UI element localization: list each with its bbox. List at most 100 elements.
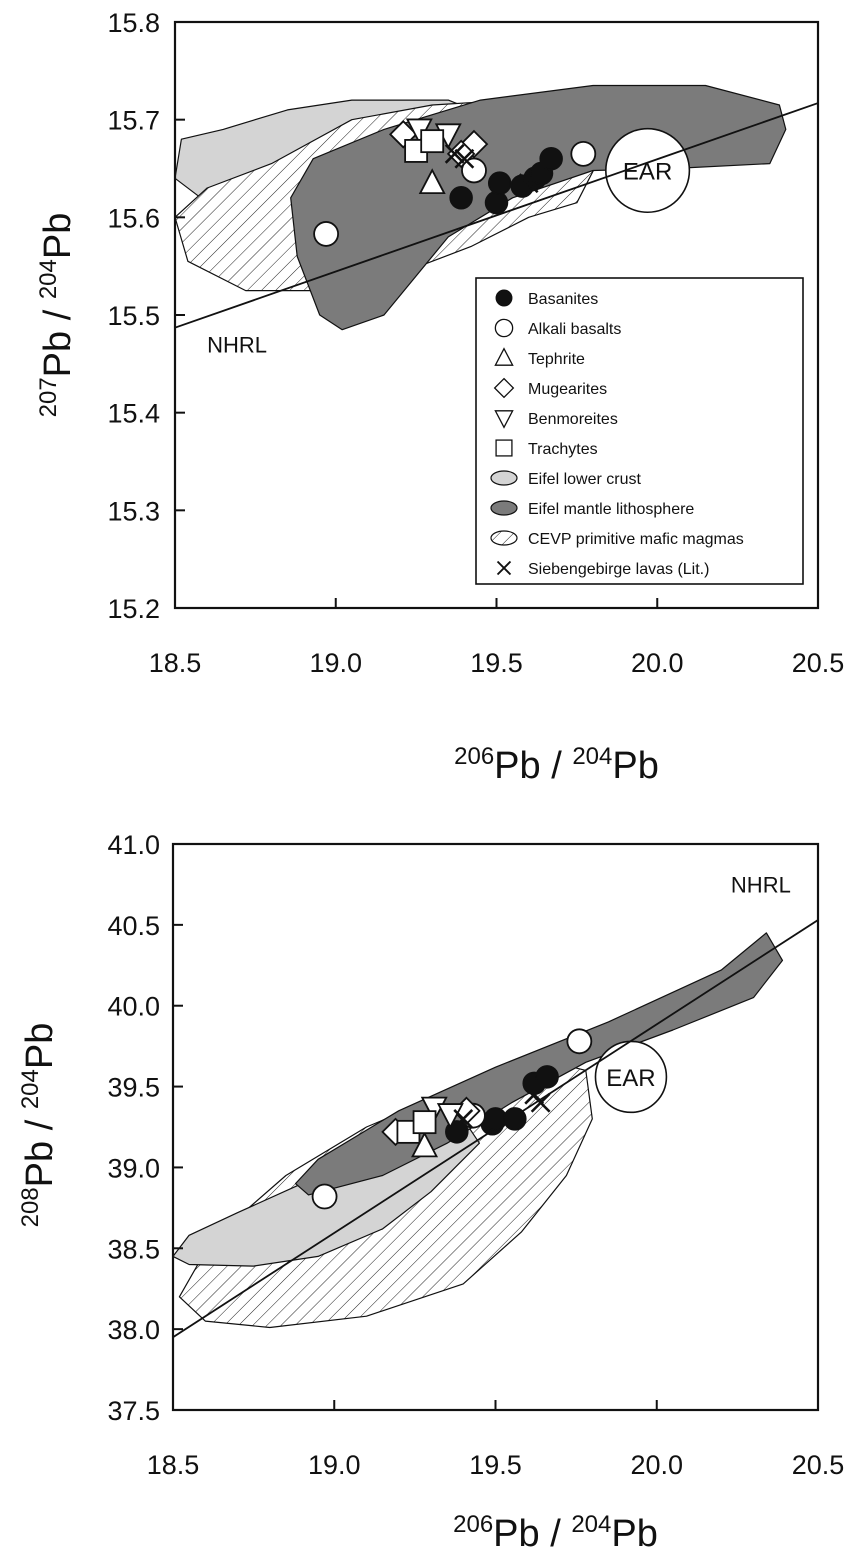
legend-trachytes-swatch (495, 439, 513, 457)
bottom-point-alkali-basalts-2 (566, 1028, 593, 1055)
top-point-tephrite-0 (418, 168, 446, 195)
legend-eifel-lower-crust-label: Eifel lower crust (528, 471, 641, 488)
top-y-tick-label-1: 15.3 (107, 496, 160, 526)
top-y-tick-label-0: 15.2 (107, 594, 160, 624)
top-point-basanites-2 (487, 171, 512, 195)
top-plot-area (175, 84, 818, 331)
bottom-y-axis-title-part-3: Pb (19, 1023, 61, 1069)
bottom-y-axis-title-part-2: 204 (17, 1069, 44, 1109)
bottom-plot-area (173, 919, 818, 1338)
bottom-y-tick-label-4: 39.5 (107, 1073, 160, 1103)
top-x-tick-label-1: 19.0 (309, 648, 362, 678)
bottom-y-tick-label-0: 37.5 (107, 1396, 160, 1426)
bottom-series-tephrite (411, 1131, 439, 1158)
bottom-y-axis-title-part-0: 208 (17, 1187, 44, 1227)
top-x-axis-title-part-2: 204 (572, 743, 612, 770)
bottom-y-tick-label-1: 38.0 (107, 1315, 160, 1345)
legend-eifel-mantle-lithosphere-swatch (490, 500, 518, 516)
bottom-x-tick-label-2: 19.5 (469, 1450, 522, 1480)
legend-siebengebirge-lavas-lit-marker (496, 560, 512, 576)
top-series-siebengebirge-lavas-lit (444, 143, 539, 194)
top-y-axis-title-part-3: Pb (37, 213, 79, 259)
legend-box (475, 277, 804, 585)
top-nhrl-label: NHRL (207, 332, 267, 357)
top-point-alkali-basalts-0 (313, 221, 340, 247)
bottom-y-tick-label-6: 40.5 (107, 911, 160, 941)
bottom-point-basanites-3 (503, 1107, 527, 1131)
bottom-point-benmoreites-1 (436, 1103, 464, 1130)
bottom-y-tick-label-3: 39.0 (107, 1153, 160, 1183)
legend-alkali-basalts-label: Alkali basalts (528, 321, 621, 338)
top-point-trachytes-1 (420, 129, 445, 154)
top-x-axis-title-part-0: 206 (454, 743, 494, 770)
bottom-x-tick-label-4: 20.5 (792, 1450, 845, 1480)
top-y-tick-label-4: 15.6 (107, 203, 160, 233)
legend-basanites-label: Basanites (528, 291, 598, 308)
top-y-tick-label-5: 15.7 (107, 106, 160, 136)
top-y-axis-title-part-2: 204 (35, 259, 62, 299)
top-x-axis-title-part-3: Pb (612, 745, 658, 787)
bottom-series-trachytes (396, 1110, 437, 1144)
bottom-x-axis-title-part-2: 204 (571, 1511, 611, 1538)
top-point-basanites-1 (484, 190, 509, 215)
bottom-point-trachytes-1 (412, 1110, 437, 1135)
legend-siebengebirge-lavas-lit-label: Siebengebirge lavas (Lit.) (528, 561, 709, 578)
bottom-series-basanites (445, 1065, 559, 1144)
plot-208pb-204pb: EAR NHRL 18.5 19.0 19.5 20.0 20.5 37.5 38.0 38.5 3… (17, 830, 845, 1550)
top-series-trachytes (404, 129, 445, 163)
legend-mugearites-marker (493, 377, 515, 399)
legend-siebengebirge-lavas-lit-swatch (496, 560, 512, 576)
bottom-point-tephrite-0 (411, 1131, 439, 1158)
top-series-basanites (449, 146, 563, 215)
top-x-tick-label-2: 19.5 (470, 648, 523, 678)
legend-mugearites-label: Mugearites (528, 381, 607, 398)
bottom-y-tick-label-2: 38.5 (107, 1234, 160, 1264)
legend-alkali-basalts-marker (494, 318, 514, 338)
bottom-y-axis-title: 208Pb / 204Pb (17, 1023, 61, 1228)
top-series-alkali-basalts (313, 140, 597, 247)
legend-eifel-lower-crust-swatch (490, 470, 518, 486)
legend-benmoreites-label: Benmoreites (528, 411, 618, 428)
top-point-siebengebirge-lavas-lit-0 (444, 143, 465, 164)
top-ear-label: EAR (623, 158, 672, 185)
bottom-point-basanites-5 (535, 1065, 559, 1089)
top-point-alkali-basalts-2 (570, 140, 597, 167)
top-y-axis-title-part-1: Pb / (37, 299, 79, 377)
top-x-tick-label-3: 20.0 (631, 648, 684, 678)
legend-cevp-primitive-mafic-magmas-label: CEVP primitive mafic magmas (528, 531, 744, 548)
top-ear-circle (605, 127, 691, 214)
top-nhrl-line (175, 102, 818, 329)
bottom-x-tick-label-0: 18.5 (147, 1450, 200, 1480)
bottom-point-alkali-basalts-0 (311, 1183, 338, 1210)
bottom-ear-label: EAR (606, 1065, 655, 1092)
legend-trachytes-marker (495, 439, 513, 457)
legend-tephrite-swatch (494, 347, 514, 366)
bottom-series-benmoreites (420, 1096, 464, 1130)
bottom-x-tick-label-3: 20.0 (630, 1450, 683, 1480)
top-point-alkali-basalts-1 (461, 157, 487, 184)
bottom-nhrl-label: NHRL (731, 872, 791, 897)
top-point-basanites-0 (449, 186, 473, 210)
bottom-x-axis-title-part-0: 206 (453, 1511, 493, 1538)
top-x-tick-label-4: 20.5 (792, 648, 845, 678)
bottom-y-tick-label-5: 40.0 (107, 992, 160, 1022)
top-y-tick-label-3: 15.5 (107, 301, 160, 331)
legend-alkali-basalts-swatch (494, 318, 514, 338)
legend-tephrite-label: Tephrite (528, 351, 585, 368)
bottom-x-axis-title: 206Pb / 204Pb (453, 1511, 658, 1550)
top-series-tephrite (418, 168, 446, 195)
legend-cevp-primitive-mafic-magmas-swatch (490, 530, 518, 546)
top-x-axis-title: 206Pb / 204Pb (454, 743, 659, 787)
top-point-basanites-6 (539, 146, 563, 171)
plot-207pb-204pb: EAR NHRL 18.5 19.0 19.5 20.0 20.5 15.2 15.3 15.4 1… (35, 8, 845, 787)
legend-basanites-marker (495, 289, 513, 307)
legend-mugearites-swatch (493, 377, 515, 399)
bottom-x-axis-title-part-1: Pb / (493, 1513, 571, 1550)
top-point-siebengebirge-lavas-lit-1 (454, 148, 475, 169)
bottom-y-tick-label-7: 41.0 (107, 830, 160, 860)
top-point-siebengebirge-lavas-lit-2 (518, 173, 539, 194)
legend-trachytes-label: Trachytes (528, 441, 598, 458)
top-y-tick-label-2: 15.4 (107, 399, 160, 429)
top-y-axis-title-part-0: 207 (35, 377, 62, 417)
